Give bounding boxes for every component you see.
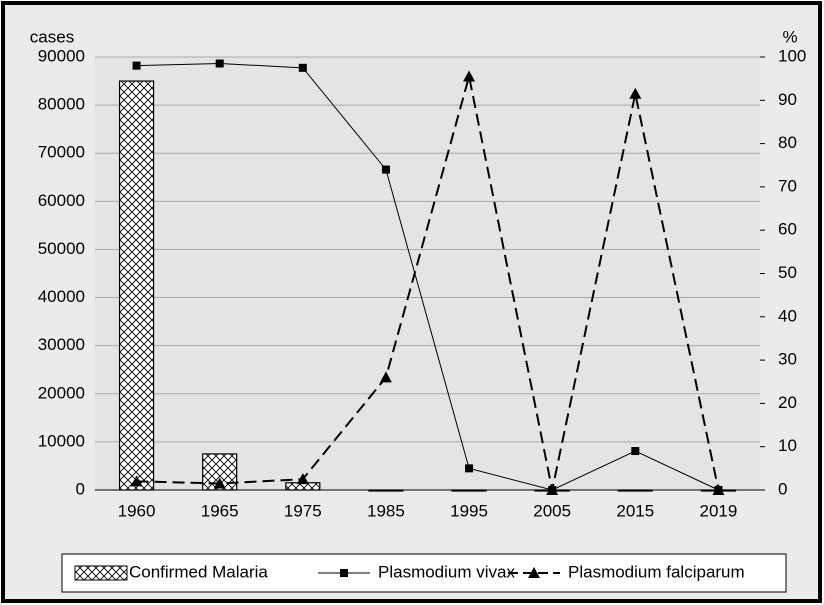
y-tick-label: 60000 (38, 191, 85, 210)
y-axis-label: cases (30, 27, 74, 46)
x-tick-label: 1965 (201, 501, 239, 520)
y-tick-label: 80000 (38, 95, 85, 114)
y2-tick-label: 50 (778, 263, 797, 282)
marker (465, 464, 474, 473)
y2-tick-label: 0 (778, 479, 787, 498)
y-tick-label: 50000 (38, 239, 85, 258)
x-tick-label: 1985 (367, 501, 405, 520)
x-tick-label: 2005 (533, 501, 571, 520)
y2-tick-label: 40 (778, 306, 797, 325)
bar (368, 489, 404, 492)
y-tick-label: 90000 (38, 46, 85, 65)
legend-label: Plasmodium vivax (378, 562, 515, 581)
marker (381, 165, 390, 174)
y-tick-label: 0 (76, 479, 85, 498)
legend (61, 553, 787, 593)
x-tick-label: 2019 (700, 501, 738, 520)
bar (617, 489, 653, 492)
y2-axis-label: % (782, 27, 797, 46)
y2-tick-label: 60 (778, 220, 797, 239)
line (136, 62, 719, 491)
marker (546, 484, 559, 495)
marker (463, 70, 476, 82)
marker (631, 447, 640, 456)
bar (451, 489, 487, 492)
x-tick-label: 1960 (118, 501, 156, 520)
marker (132, 61, 141, 70)
y2-tick-label: 70 (778, 176, 797, 195)
y2-tick-label: 30 (778, 350, 797, 369)
y-tick-label: 70000 (38, 143, 85, 162)
y-tick-label: 30000 (38, 335, 85, 354)
y2-tick-label: 20 (778, 393, 797, 412)
x-tick-label: 2015 (616, 501, 654, 520)
y-tick-label: 40000 (38, 287, 85, 306)
y2-tick-label: 80 (778, 133, 797, 152)
legend-label: Plasmodium falciparum (568, 562, 745, 581)
line (136, 76, 720, 491)
y2-tick-label: 90 (778, 90, 797, 109)
marker (215, 59, 224, 68)
x-tick-label: 1995 (450, 501, 488, 520)
y2-tick-label: 100 (778, 46, 806, 65)
marker (379, 371, 392, 383)
marker (629, 87, 642, 99)
y-tick-label: 20000 (38, 383, 85, 402)
legend-label: Confirmed Malaria (129, 562, 268, 581)
marker (213, 477, 226, 489)
marker (712, 484, 725, 495)
marker (340, 569, 348, 577)
y2-tick-label: 10 (778, 436, 797, 455)
marker (130, 475, 143, 487)
marker (296, 473, 309, 485)
marker (298, 63, 307, 72)
marker (528, 567, 540, 578)
bar (118, 80, 155, 491)
y-tick-label: 10000 (38, 431, 85, 450)
legend-swatch (74, 565, 128, 581)
plot-area (95, 57, 760, 490)
x-tick-label: 1975 (284, 501, 322, 520)
